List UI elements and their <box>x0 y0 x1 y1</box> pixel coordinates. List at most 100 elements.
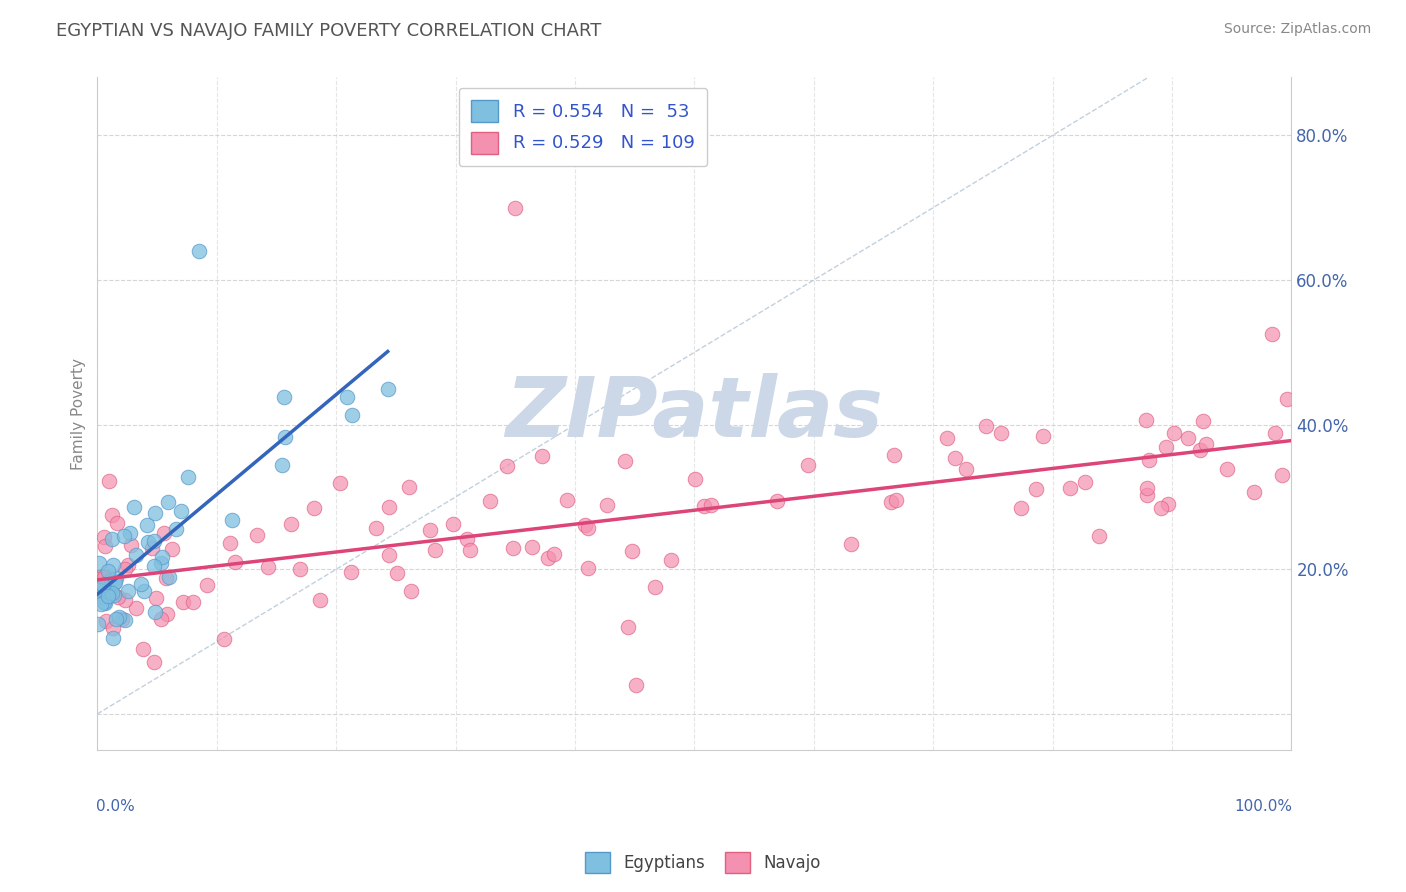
Point <box>955 462 977 476</box>
Point <box>114 613 136 627</box>
Point <box>104 571 127 585</box>
Point <box>385 566 408 580</box>
Text: 0.0%: 0.0% <box>96 798 135 814</box>
Point <box>97 565 120 579</box>
Point <box>309 592 332 607</box>
Point <box>156 607 179 621</box>
Point <box>644 580 666 594</box>
Point <box>87 616 110 631</box>
Point <box>280 516 302 531</box>
Text: EGYPTIAN VS NAVAJO FAMILY POVERTY CORRELATION CHART: EGYPTIAN VS NAVAJO FAMILY POVERTY CORREL… <box>56 22 602 40</box>
Point <box>879 495 901 509</box>
Point <box>91 568 114 582</box>
Point <box>576 521 599 535</box>
Point <box>378 548 401 562</box>
Legend: R = 0.554   N =  53, R = 0.529   N = 109: R = 0.554 N = 53, R = 0.529 N = 109 <box>458 87 707 166</box>
Point <box>503 201 526 215</box>
Point <box>114 562 136 576</box>
Point <box>122 500 145 514</box>
Point <box>693 499 716 513</box>
Point <box>943 451 966 466</box>
Point <box>101 621 124 635</box>
Point <box>273 391 295 405</box>
Point <box>273 430 295 444</box>
Point <box>1135 413 1157 427</box>
Point <box>165 522 187 536</box>
Point <box>101 508 124 523</box>
Point <box>125 601 148 615</box>
Point <box>1195 436 1218 450</box>
Point <box>613 454 636 468</box>
Point <box>103 558 125 573</box>
Point <box>104 575 127 590</box>
Point <box>110 612 132 626</box>
Point <box>626 678 648 692</box>
Point <box>456 533 478 547</box>
Point <box>143 506 166 520</box>
Point <box>336 390 359 404</box>
Point <box>212 632 235 646</box>
Point <box>150 556 173 570</box>
Point <box>89 579 111 593</box>
Point <box>536 551 558 566</box>
Point <box>1191 414 1213 428</box>
Point <box>974 419 997 434</box>
Point <box>120 525 142 540</box>
Point <box>796 458 818 472</box>
Point <box>96 614 118 628</box>
Point <box>1011 500 1033 515</box>
Point <box>884 492 907 507</box>
Point <box>423 543 446 558</box>
Point <box>621 543 644 558</box>
Point <box>659 552 682 566</box>
Point <box>377 382 399 396</box>
Point <box>142 558 165 573</box>
Point <box>1177 431 1199 445</box>
Text: ZIPatlas: ZIPatlas <box>506 373 883 454</box>
Point <box>162 542 184 557</box>
Point <box>441 516 464 531</box>
Point <box>91 577 114 591</box>
Point <box>1139 452 1161 467</box>
Point <box>132 641 155 656</box>
Point <box>221 513 243 527</box>
Point <box>839 537 862 551</box>
Point <box>105 611 128 625</box>
Point <box>150 612 173 626</box>
Point <box>1154 440 1177 454</box>
Point <box>97 474 120 488</box>
Point <box>270 458 292 472</box>
Point <box>576 561 599 575</box>
Point <box>153 525 176 540</box>
Point <box>94 540 117 554</box>
Point <box>100 574 122 588</box>
Point <box>100 532 122 546</box>
Point <box>302 500 325 515</box>
Y-axis label: Family Poverty: Family Poverty <box>72 358 86 470</box>
Point <box>87 572 110 586</box>
Point <box>520 540 543 554</box>
Point <box>1163 425 1185 440</box>
Point <box>101 632 124 646</box>
Point <box>143 534 166 549</box>
Point <box>1150 500 1173 515</box>
Point <box>97 589 120 603</box>
Point <box>1189 443 1212 458</box>
Point <box>187 244 209 258</box>
Point <box>172 594 194 608</box>
Point <box>1074 475 1097 489</box>
Point <box>117 558 139 572</box>
Point <box>339 566 361 580</box>
Point <box>87 556 110 570</box>
Point <box>366 520 388 534</box>
Point <box>1264 426 1286 441</box>
Point <box>97 585 120 599</box>
Point <box>1277 392 1299 407</box>
Point <box>1088 529 1111 543</box>
Legend: Egyptians, Navajo: Egyptians, Navajo <box>578 846 828 880</box>
Point <box>478 494 501 508</box>
Point <box>218 536 240 550</box>
Point <box>1271 467 1294 482</box>
Point <box>543 547 565 561</box>
Point <box>700 498 723 512</box>
